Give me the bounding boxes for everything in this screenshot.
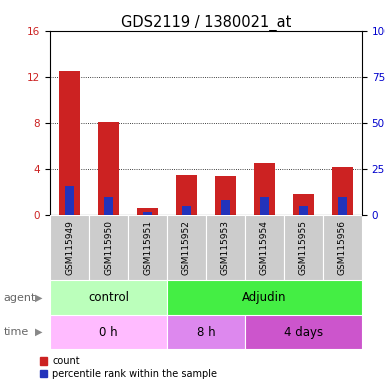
Bar bbox=[65, 185, 74, 215]
Bar bbox=[167, 280, 362, 315]
Text: GSM115954: GSM115954 bbox=[260, 220, 269, 275]
Bar bbox=[50, 315, 167, 349]
Bar bbox=[259, 197, 270, 215]
Text: GSM115953: GSM115953 bbox=[221, 220, 230, 275]
Bar bbox=[50, 280, 167, 315]
Text: Adjudin: Adjudin bbox=[242, 291, 287, 304]
Text: control: control bbox=[88, 291, 129, 304]
Text: time: time bbox=[4, 327, 29, 337]
Bar bbox=[128, 215, 167, 280]
Bar bbox=[323, 215, 362, 280]
Text: GSM115949: GSM115949 bbox=[65, 220, 74, 275]
Bar bbox=[298, 206, 308, 215]
Bar bbox=[215, 176, 236, 215]
Text: 0 h: 0 h bbox=[99, 326, 118, 339]
Text: GSM115955: GSM115955 bbox=[299, 220, 308, 275]
Bar bbox=[293, 194, 314, 215]
Bar bbox=[104, 197, 114, 215]
Bar bbox=[332, 167, 353, 215]
Text: ▶: ▶ bbox=[35, 293, 42, 303]
Bar bbox=[176, 175, 197, 215]
Bar bbox=[221, 200, 230, 215]
Bar bbox=[182, 206, 191, 215]
Text: GSM115951: GSM115951 bbox=[143, 220, 152, 275]
Bar bbox=[50, 215, 89, 280]
Bar bbox=[206, 215, 245, 280]
Bar bbox=[89, 215, 128, 280]
Bar bbox=[142, 212, 152, 215]
Bar bbox=[245, 315, 362, 349]
Bar bbox=[245, 215, 284, 280]
Legend: count, percentile rank within the sample: count, percentile rank within the sample bbox=[40, 356, 217, 379]
Bar bbox=[137, 208, 158, 215]
Text: ▶: ▶ bbox=[35, 327, 42, 337]
Text: GSM115950: GSM115950 bbox=[104, 220, 113, 275]
Bar bbox=[338, 197, 347, 215]
Bar bbox=[254, 163, 275, 215]
Text: GSM115956: GSM115956 bbox=[338, 220, 347, 275]
Bar bbox=[284, 215, 323, 280]
Text: 4 days: 4 days bbox=[284, 326, 323, 339]
Text: 8 h: 8 h bbox=[197, 326, 215, 339]
Title: GDS2119 / 1380021_at: GDS2119 / 1380021_at bbox=[121, 15, 291, 31]
Bar bbox=[59, 71, 80, 215]
Bar bbox=[167, 215, 206, 280]
Bar bbox=[98, 122, 119, 215]
Text: agent: agent bbox=[4, 293, 36, 303]
Bar bbox=[167, 315, 245, 349]
Text: GSM115952: GSM115952 bbox=[182, 220, 191, 275]
